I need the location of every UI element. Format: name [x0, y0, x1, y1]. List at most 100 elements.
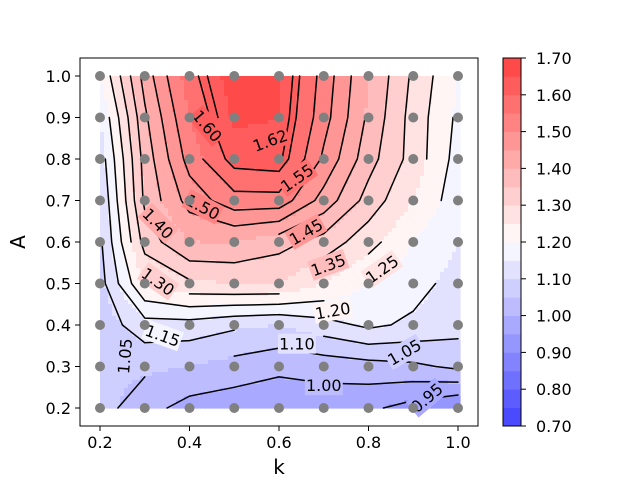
contour-fill-cell	[164, 320, 169, 325]
contour-fill-cell	[156, 172, 161, 177]
contour-fill-cell	[100, 108, 105, 113]
contour-fill-cell	[112, 388, 117, 393]
contour-fill-cell	[248, 296, 253, 301]
contour-fill-cell	[148, 288, 153, 293]
contour-fill-cell	[140, 128, 145, 133]
contour-fill-cell	[316, 328, 321, 333]
contour-fill-cell	[156, 124, 161, 129]
contour-fill-cell	[172, 84, 177, 89]
contour-fill-cell	[120, 116, 125, 121]
contour-fill-cell	[164, 360, 169, 365]
contour-fill-cell	[192, 392, 197, 397]
contour-fill-cell	[300, 208, 305, 213]
contour-fill-cell	[176, 156, 181, 161]
contour-fill-cell	[148, 376, 153, 381]
contour-fill-cell	[176, 260, 181, 265]
contour-fill-cell	[216, 340, 221, 345]
contour-fill-cell	[136, 288, 141, 293]
contour-fill-cell	[240, 268, 245, 273]
contour-fill-cell	[148, 144, 153, 149]
contour-fill-cell	[248, 400, 253, 405]
contour-fill-cell	[180, 84, 185, 89]
contour-fill-cell	[124, 136, 129, 141]
contour-fill-cell	[152, 388, 157, 393]
contour-fill-cell	[268, 288, 273, 293]
contour-fill-cell	[216, 108, 221, 113]
contour-fill-cell	[176, 268, 181, 273]
contour-fill-cell	[116, 228, 121, 233]
contour-fill-cell	[236, 396, 241, 401]
contour-fill-cell	[292, 320, 297, 325]
contour-fill-cell	[176, 296, 181, 301]
contour-fill-cell	[140, 224, 145, 229]
contour-fill-cell	[160, 168, 165, 173]
contour-fill-cell	[296, 400, 301, 405]
contour-fill-cell	[136, 256, 141, 261]
contour-fill-cell	[188, 80, 193, 85]
contour-fill-cell	[244, 212, 249, 217]
contour-fill-cell	[316, 76, 321, 81]
contour-fill-cell	[248, 124, 253, 129]
contour-fill-cell	[148, 348, 153, 353]
contour-fill-cell	[136, 144, 141, 149]
contour-fill-cell	[296, 120, 301, 125]
contour-fill-cell	[104, 312, 109, 317]
contour-fill-cell	[312, 292, 317, 297]
contour-fill-cell	[148, 228, 153, 233]
contour-fill-cell	[252, 96, 257, 101]
contour-fill-cell	[272, 164, 277, 169]
contour-fill-cell	[200, 160, 205, 165]
contour-fill-cell	[220, 224, 225, 229]
contour-fill-cell	[308, 368, 313, 373]
contour-fill-cell	[188, 180, 193, 185]
contour-fill-cell	[252, 304, 257, 309]
contour-fill-cell	[300, 364, 305, 369]
contour-fill-cell	[136, 388, 141, 393]
contour-fill-cell	[232, 396, 237, 401]
contour-fill-cell	[336, 248, 341, 253]
contour-fill-cell	[188, 176, 193, 181]
contour-fill-cell	[148, 148, 153, 153]
contour-fill-cell	[228, 220, 233, 225]
contour-fill-cell	[188, 256, 193, 261]
contour-fill-cell	[100, 288, 105, 293]
contour-fill-cell	[140, 344, 145, 349]
contour-fill-cell	[172, 360, 177, 365]
contour-fill-cell	[240, 248, 245, 253]
contour-fill-cell	[220, 272, 225, 277]
contour-fill-cell	[120, 100, 125, 105]
contour-fill-cell	[216, 160, 221, 165]
contour-fill-cell	[116, 332, 121, 337]
contour-fill-cell	[208, 392, 213, 397]
contour-fill-cell	[284, 380, 289, 385]
contour-fill-cell	[124, 248, 129, 253]
contour-fill-cell	[332, 172, 337, 177]
contour-fill-cell	[120, 268, 125, 273]
contour-fill-cell	[120, 76, 125, 81]
contour-fill-cell	[172, 244, 177, 249]
contour-fill-cell	[320, 248, 325, 253]
contour-fill-cell	[208, 80, 213, 85]
contour-fill-cell	[200, 244, 205, 249]
contour-fill-cell	[156, 240, 161, 245]
contour-fill-cell	[176, 108, 181, 113]
contour-fill-cell	[268, 340, 273, 345]
contour-fill-cell	[308, 160, 313, 165]
contour-fill-cell	[276, 148, 281, 153]
contour-fill-cell	[212, 388, 217, 393]
contour-fill-cell	[232, 88, 237, 93]
contour-fill-cell	[120, 240, 125, 245]
contour-fill-cell	[264, 332, 269, 337]
contour-fill-cell	[300, 256, 305, 261]
contour-fill-cell	[136, 292, 141, 297]
contour-fill-cell	[112, 208, 117, 213]
contour-fill-cell	[108, 116, 113, 121]
contour-fill-cell	[312, 116, 317, 121]
contour-fill-cell	[316, 184, 321, 189]
contour-fill-cell	[264, 308, 269, 313]
contour-fill-cell	[292, 76, 297, 81]
contour-fill-cell	[120, 272, 125, 277]
contour-fill-cell	[208, 368, 213, 373]
contour-fill-cell	[300, 268, 305, 273]
contour-fill-cell	[180, 220, 185, 225]
